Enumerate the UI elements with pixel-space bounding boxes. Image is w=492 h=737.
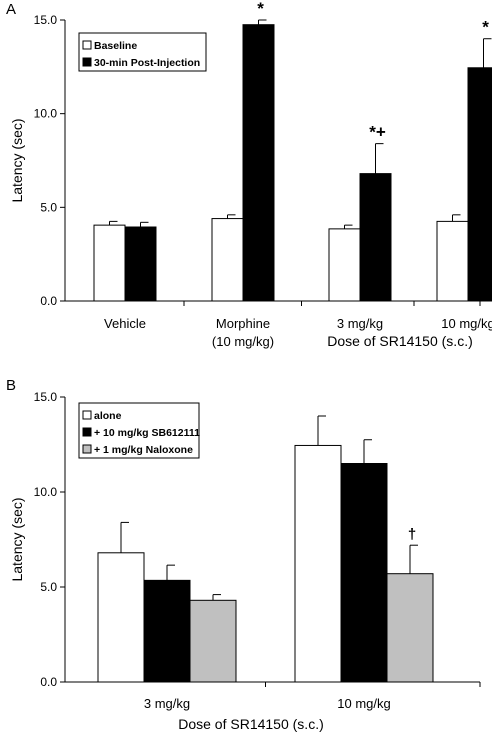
significance-marker: † (408, 526, 416, 543)
y-tick-label: 5.0 (40, 200, 57, 214)
y-tick-label: 15.0 (34, 13, 58, 27)
y-tick-label: 0.0 (40, 294, 57, 308)
legend: Baseline 30-min Post-Injection (78, 32, 207, 72)
x-axis-label: Dose of SR14150 (s.c.) (327, 333, 473, 349)
category-label-line: 10 mg/kg (337, 696, 390, 711)
panel-b: B 0.0 5.0 10.0 15.0 Latency (sec) † 3 mg/kg 10 m… (6, 377, 481, 732)
y-tick-label: 5.0 (40, 580, 57, 594)
bar--10-mg-kg-sb612111 (340, 463, 388, 683)
panel-label: B (6, 377, 16, 394)
bar-baseline (436, 220, 469, 302)
bar--1-mg-kg-naloxone (189, 599, 237, 683)
category-label: 10 mg/kg (337, 696, 390, 711)
category-label: Vehicle (104, 316, 146, 331)
category-label: 3 mg/kg (144, 696, 190, 711)
legend-entry: + 1 mg/kg Naloxone (94, 444, 193, 456)
legend-swatch (82, 427, 92, 437)
bar-baseline (93, 224, 126, 302)
category-label-line: Vehicle (104, 316, 146, 331)
category-label-line: 3 mg/kg (337, 316, 383, 331)
bar-30-min-post-injection (467, 67, 492, 302)
x-axis-label: Dose of SR14150 (s.c.) (178, 716, 324, 732)
y-tick-label: 15.0 (34, 390, 58, 404)
bar--10-mg-kg-sb612111 (143, 579, 191, 683)
legend-swatch (82, 410, 92, 420)
category-label-line: (10 mg/kg) (212, 334, 274, 349)
category-label: 10 mg/kg (441, 316, 492, 331)
bar-alone (97, 552, 145, 683)
bar-30-min-post-injection (359, 173, 392, 302)
y-axis-label: Latency (sec) (9, 497, 25, 581)
y-axis-label: Latency (sec) (9, 118, 25, 202)
y-tick-label: 0.0 (40, 675, 57, 689)
category-label: 3 mg/kg (337, 316, 383, 331)
panel-label: A (6, 1, 16, 18)
legend-swatch (82, 57, 92, 67)
bar-baseline (211, 218, 244, 302)
significance-marker: * (482, 18, 489, 37)
bar-30-min-post-injection (242, 24, 275, 302)
legend: alone + 10 mg/kg SB612111 + 1 mg/kg Naloxo… (78, 402, 200, 459)
category-label-line: 10 mg/kg (441, 316, 492, 331)
legend-swatch (82, 40, 92, 50)
legend-box (78, 32, 207, 72)
legend-entry: 30-min Post-Injection (94, 57, 200, 69)
panel-a: A 0.0 5.0 10.0 15.0 Latency (sec) * *+ * Vehicle M… (6, 0, 492, 349)
y-tick-label: 10.0 (34, 107, 58, 121)
y-tick-label: 10.0 (34, 485, 58, 499)
bar-30-min-post-injection (124, 226, 157, 302)
category-label-line: 3 mg/kg (144, 696, 190, 711)
legend-entry: alone (94, 410, 122, 422)
category-label: Morphine (10 mg/kg) (212, 316, 274, 349)
legend-entry: + 10 mg/kg SB612111 (94, 427, 200, 439)
bar--1-mg-kg-naloxone (386, 573, 434, 683)
legend-box (78, 402, 200, 459)
bar-baseline (328, 228, 361, 302)
legend-swatch (82, 444, 92, 454)
category-label-line: Morphine (216, 316, 270, 331)
bar-alone (294, 444, 342, 683)
significance-marker: *+ (369, 123, 386, 142)
legend-entry: Baseline (94, 40, 137, 52)
significance-marker: * (257, 0, 264, 18)
